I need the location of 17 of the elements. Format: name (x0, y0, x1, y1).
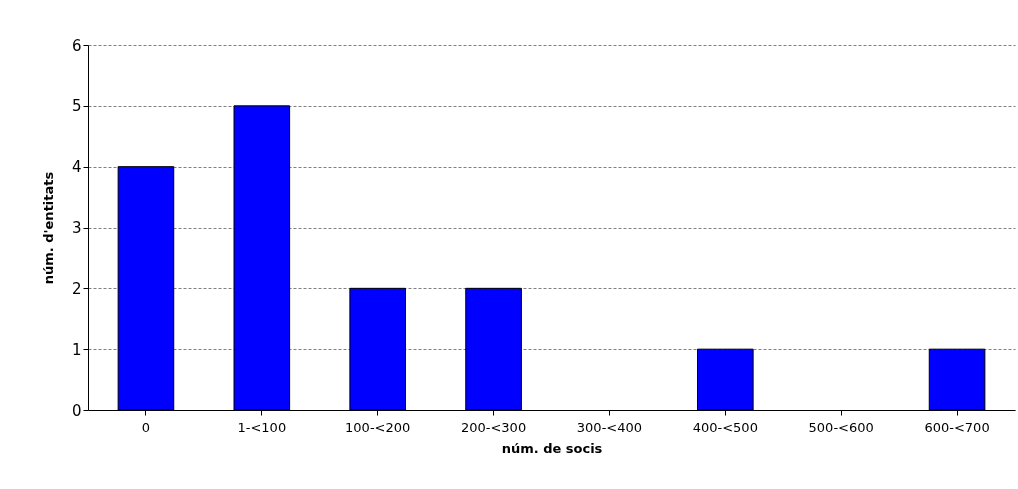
y-tick-label: 0 (71, 401, 82, 420)
y-axis-title: núm. d'entitats (40, 171, 56, 285)
x-tick-label: 0 (141, 419, 151, 435)
y-tick-label: 4 (71, 158, 82, 177)
x-tick-label: 300-<400 (576, 419, 643, 435)
y-tick-label: 6 (71, 36, 82, 55)
y-tick-label: 3 (71, 219, 82, 237)
x-tick-label: 400-<500 (692, 419, 758, 435)
y-tick-label: 1 (71, 340, 82, 359)
x-tick-label: 600-<700 (924, 419, 990, 435)
x-axis-title: núm. de socis (501, 440, 603, 456)
y-tick-label: 5 (71, 97, 82, 116)
x-tick-label: 500-<600 (808, 419, 874, 435)
x-tick-label: 200-<300 (460, 419, 527, 435)
y-tick-label: 2 (71, 279, 82, 298)
x-tick-label: 1-<100 (237, 419, 287, 435)
x-tick-label: 100-<200 (345, 419, 411, 435)
